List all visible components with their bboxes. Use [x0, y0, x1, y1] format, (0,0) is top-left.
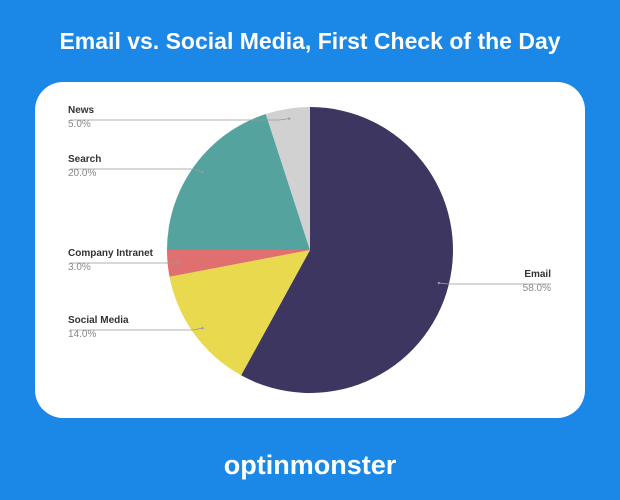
leader-dot: [201, 170, 204, 174]
leader-line: [70, 168, 203, 173]
slice-label: Search: [68, 154, 101, 165]
chart-title: Email vs. Social Media, First Check of t…: [59, 28, 560, 54]
logo: optinmonster: [224, 450, 397, 480]
slice-value-label: 3.0%: [68, 262, 91, 273]
slice-label: Social Media: [68, 315, 129, 326]
labels: Email 58.0% Social Media 14.0% Company Intra…: [68, 105, 551, 340]
pie-slice: [167, 250, 310, 277]
slice-label: News: [68, 105, 95, 116]
pie-slice: [167, 113, 310, 250]
leader-dot: [437, 281, 441, 285]
slice-value-label: 58.0%: [523, 283, 551, 294]
leader-line: [438, 282, 551, 285]
slice-label: Company Intranet: [68, 248, 154, 259]
pie: [167, 107, 453, 393]
leader-dot: [176, 261, 179, 264]
slice-label: Email: [524, 269, 551, 280]
slice-value-label: 14.0%: [68, 329, 96, 340]
pie-slice: [169, 250, 310, 376]
leader-line: [70, 327, 203, 331]
leader-dot: [201, 326, 204, 330]
leader-line: [70, 118, 290, 121]
leader-dot: [287, 117, 291, 120]
pie-slice: [265, 107, 310, 250]
pie-slice: [241, 107, 453, 393]
slice-value-label: 5.0%: [68, 119, 91, 130]
slice-value-label: 20.0%: [68, 168, 96, 179]
